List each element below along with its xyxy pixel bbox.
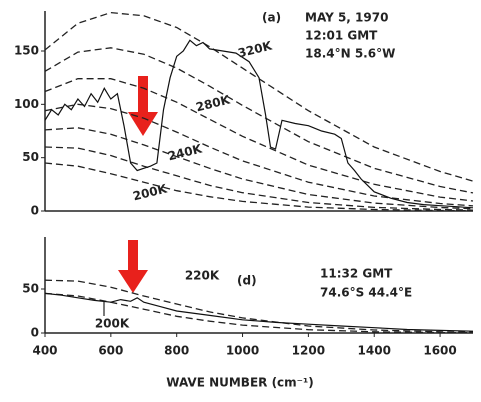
arrow-bottom <box>118 240 148 293</box>
curve-label: 280K <box>195 92 232 114</box>
x-tick-label: 1600 <box>423 344 456 358</box>
x-tick-label: 1000 <box>226 344 259 358</box>
annotation: 18.4°N 5.6°W <box>305 47 395 61</box>
y-tick-label: 50 <box>22 150 39 164</box>
y-tick-label: 0 <box>31 204 39 218</box>
y-tick-label: 150 <box>14 44 39 58</box>
x-axis-label: WAVE NUMBER (cm⁻¹) <box>166 376 314 390</box>
y-tick-label: 50 <box>22 282 39 296</box>
y-tick-label: 0 <box>31 326 39 340</box>
reference-curve <box>45 103 474 207</box>
x-tick-label: 800 <box>164 344 189 358</box>
reference-curve <box>45 162 474 212</box>
curve-label: 200K <box>95 317 130 331</box>
spectrum-line <box>45 292 474 332</box>
plot-area <box>45 11 474 212</box>
reference-curve <box>45 127 474 210</box>
y-tick-label: 100 <box>14 97 39 111</box>
annotation: (a) <box>262 11 281 25</box>
x-tick-label: 1200 <box>292 344 325 358</box>
reference-curve <box>45 292 474 334</box>
reference-curve <box>45 47 474 194</box>
reference-curve <box>45 11 474 182</box>
x-tick-label: 600 <box>98 344 123 358</box>
annotation: 74.6°S 44.4°E <box>320 286 412 300</box>
curve-label: 320K <box>237 38 274 60</box>
annotation: (d) <box>237 274 257 288</box>
reference-curve <box>45 279 474 333</box>
annotation: 12:01 GMT <box>305 29 378 43</box>
annotation: 11:32 GMT <box>320 267 393 281</box>
x-tick-label: 400 <box>32 344 57 358</box>
reference-curve <box>45 146 474 211</box>
curve-label: 220K <box>185 269 220 283</box>
x-tick-label: 1400 <box>358 344 391 358</box>
reference-curve <box>45 78 474 202</box>
annotation: MAY 5, 1970 <box>305 11 388 25</box>
arrow-top <box>128 76 158 136</box>
spectrum-line <box>45 39 474 209</box>
curve-label: 200K <box>132 181 169 203</box>
plot-area <box>45 279 474 334</box>
